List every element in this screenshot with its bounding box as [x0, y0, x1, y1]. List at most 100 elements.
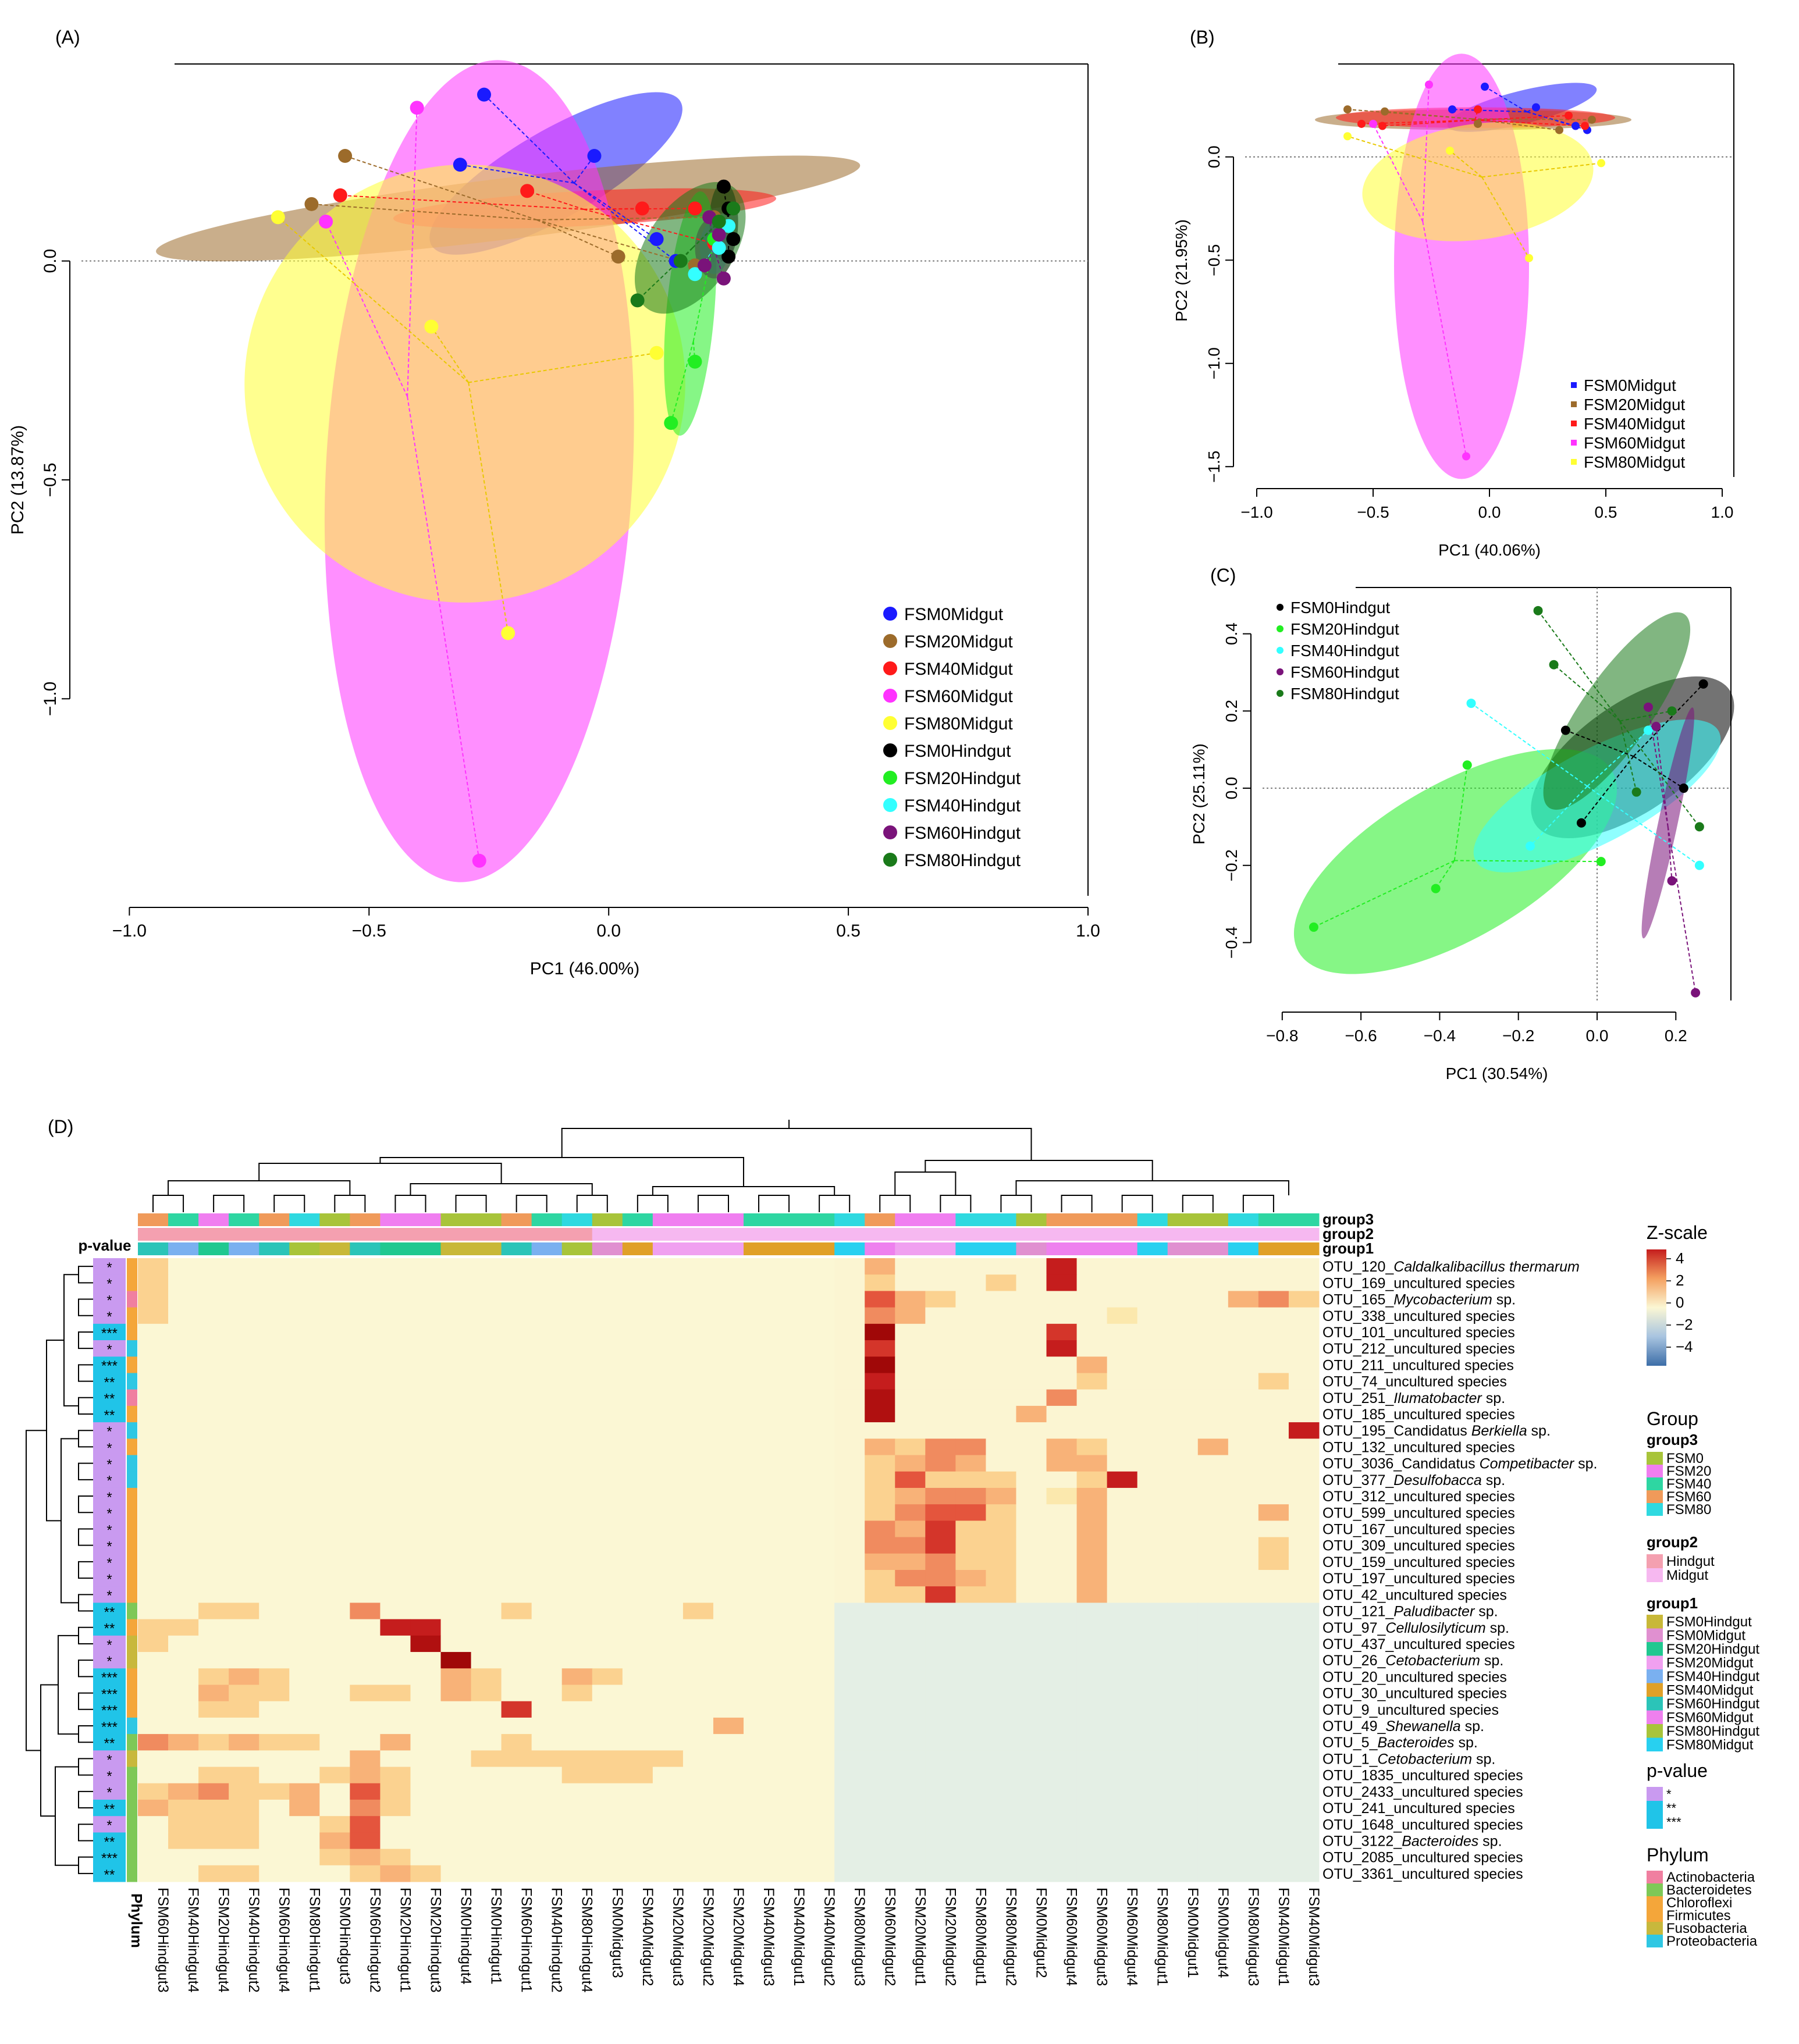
heatmap-cell [380, 1799, 411, 1817]
heatmap-cell [1288, 1274, 1320, 1291]
heatmap-cell [652, 1717, 684, 1735]
heatmap-cell [198, 1504, 229, 1521]
group2-bar-cell [865, 1228, 895, 1241]
heatmap-cell [592, 1734, 623, 1751]
heatmap-cell [1288, 1323, 1320, 1341]
heatmap-cell [1137, 1405, 1168, 1423]
heatmap-cell [1228, 1570, 1259, 1587]
heatmap-cell [1076, 1307, 1108, 1324]
heatmap-cell [713, 1389, 744, 1406]
heatmap-cell [713, 1832, 744, 1850]
phylum-legend-label: Actinobacteria [1666, 1869, 1755, 1885]
heatmap-cell [380, 1422, 411, 1439]
dendrogram-link [1061, 1195, 1093, 1212]
heatmap-cell [1167, 1603, 1199, 1620]
legend-label-FSM40Hindgut: FSM40Hindgut [1290, 642, 1399, 660]
heatmap-cell [774, 1471, 805, 1489]
heatmap-cell [168, 1717, 199, 1735]
row-dendrogram-link [78, 1495, 93, 1514]
heatmap-cell [229, 1816, 259, 1833]
heatmap-cell [744, 1520, 774, 1538]
row-label-part: sp. [1486, 1620, 1509, 1636]
heatmap-cell [1076, 1274, 1108, 1291]
row-label-11: OTU_195_Candidatus Berkiella sp. [1322, 1423, 1551, 1439]
heatmap-cell [986, 1405, 1016, 1423]
heatmap-cell [531, 1504, 563, 1521]
row-dendrogram-link [78, 1594, 93, 1612]
heatmap-cell [682, 1767, 714, 1784]
heatmap-cell [319, 1783, 350, 1800]
heatmap-cell [955, 1849, 986, 1866]
ellipse-FSM60Hindgut [1641, 707, 1694, 939]
x-tick-label: −0.5 [1357, 503, 1389, 521]
heatmap-cell [592, 1783, 623, 1800]
heatmap-cell [1137, 1652, 1168, 1669]
row-label-27: OTU_30_uncultured species [1322, 1686, 1507, 1702]
heatmap-cell [622, 1668, 653, 1685]
group1-bar-cell [652, 1242, 684, 1255]
group1-label: group1 [1322, 1240, 1374, 1257]
heatmap-cell [501, 1783, 532, 1800]
row-label-24: OTU_437_uncultured species [1322, 1636, 1515, 1653]
heatmap-cell [440, 1668, 472, 1685]
legend-swatch-FSM80Hindgut [1277, 690, 1284, 697]
heatmap-cell [622, 1865, 653, 1882]
heatmap-cell [561, 1389, 593, 1406]
heatmap-cell [1016, 1487, 1047, 1505]
heatmap-cell [804, 1520, 835, 1538]
point-FSM40Hindgut-1 [688, 267, 702, 282]
heatmap-cell [229, 1389, 259, 1406]
heatmap-cell [1288, 1816, 1320, 1833]
heatmap-cell [410, 1373, 442, 1390]
heatmap-cell [229, 1734, 259, 1751]
point-FSM60Hindgut-1 [1643, 702, 1653, 712]
heatmap-cell [834, 1685, 865, 1702]
heatmap-cell [1197, 1553, 1229, 1571]
heatmap-cell [350, 1504, 381, 1521]
heatmap-cell [501, 1389, 532, 1406]
heatmap-cell [561, 1291, 593, 1308]
heatmap-cell [1016, 1619, 1047, 1636]
spider-line-FSM80Hindgut [1619, 721, 1637, 792]
heatmap-cell [289, 1603, 320, 1620]
row-label-part: OTU_26_ [1322, 1653, 1386, 1669]
heatmap-cell [410, 1685, 442, 1702]
heatmap-cell [1197, 1340, 1229, 1357]
x-tick-label: 0.5 [1595, 503, 1617, 521]
heatmap-cell [652, 1389, 684, 1406]
heatmap-cell [531, 1799, 563, 1817]
heatmap-cell [380, 1520, 411, 1538]
heatmap-cell [350, 1373, 381, 1390]
heatmap-cell [834, 1717, 865, 1735]
heatmap-cell [713, 1635, 744, 1653]
heatmap-cell [1046, 1603, 1078, 1620]
heatmap-cell [713, 1603, 744, 1620]
heatmap-cell [531, 1816, 563, 1833]
heatmap-cell [744, 1356, 774, 1373]
heatmap-cell [682, 1635, 714, 1653]
heatmap-cell [1076, 1553, 1108, 1571]
heatmap-cell [1016, 1734, 1047, 1751]
row-label-12: OTU_132_uncultured species [1322, 1439, 1515, 1455]
heatmap-cell [865, 1734, 895, 1751]
heatmap-cell [1167, 1717, 1199, 1735]
heatmap-cell [1167, 1701, 1199, 1718]
group2-bar-cell [138, 1228, 169, 1241]
heatmap-cell [1258, 1668, 1289, 1685]
heatmap-cell [380, 1504, 411, 1521]
heatmap-cell [259, 1701, 290, 1718]
heatmap-cell [531, 1717, 563, 1735]
heatmap-cell [925, 1487, 956, 1505]
row-label-37: OTU_2085_uncultured species [1322, 1850, 1523, 1866]
heatmap-cell [804, 1389, 835, 1406]
heatmap-cell [1016, 1291, 1047, 1308]
column-label: FSM60Midgut2 [881, 1888, 898, 1986]
heatmap-cell [1076, 1471, 1108, 1489]
heatmap-cell [895, 1405, 926, 1423]
heatmap-cell [168, 1356, 199, 1373]
heatmap-cell [1107, 1389, 1138, 1406]
phylum-cell [127, 1717, 137, 1735]
heatmap-cell [955, 1520, 986, 1538]
heatmap-cell [865, 1750, 895, 1768]
column-label: FSM40Midgut3 [1306, 1888, 1322, 1986]
